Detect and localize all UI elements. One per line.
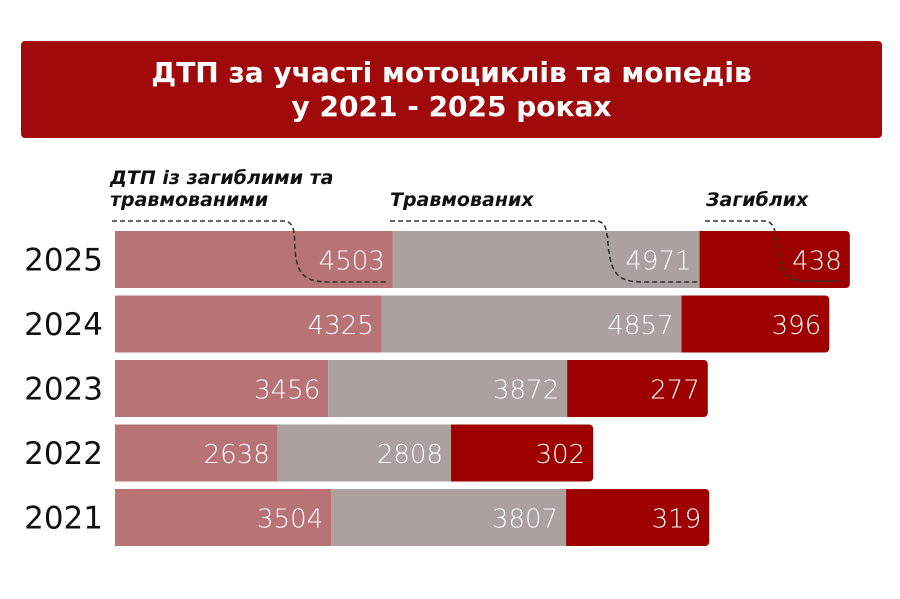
data-label: 302	[535, 440, 585, 470]
legend-connector-injured	[390, 220, 700, 283]
year-label: 2023	[24, 372, 103, 408]
bar-segment-injured	[331, 489, 567, 546]
bar-segment-killed	[566, 489, 710, 546]
bar-segment-killed	[451, 424, 594, 482]
data-label: 3504	[257, 505, 323, 535]
legend-connector-killed	[705, 220, 842, 282]
bar-segment-accidents	[115, 295, 382, 353]
data-label: 4503	[319, 247, 385, 277]
data-label: 319	[652, 505, 702, 535]
legend-label-accidents: ДТП із загиблими та травмованими	[110, 167, 334, 211]
chart-title: ДТП за участі мотоциклів та мопедів у 20…	[21, 41, 882, 138]
data-label: 438	[792, 247, 842, 277]
data-label: 4857	[607, 311, 673, 341]
year-label: 2022	[24, 436, 103, 472]
bar-segment-killed	[567, 360, 708, 417]
year-label: 2021	[24, 501, 103, 537]
bar-segment-accidents	[115, 360, 329, 417]
bar-segment-killed	[681, 295, 830, 353]
data-label: 3872	[493, 376, 559, 406]
title-line-2: у 2021 - 2025 роках	[291, 89, 612, 123]
bar-segment-killed	[699, 231, 850, 288]
data-label: 396	[772, 311, 822, 341]
data-label: 3807	[492, 505, 558, 535]
legend-label-killed: Загиблих	[706, 189, 809, 211]
bar-segment-injured	[381, 295, 682, 353]
year-label: 2024	[24, 307, 103, 343]
legend-connector-accidents	[112, 220, 388, 283]
data-label: 2638	[204, 440, 270, 470]
data-label: 4325	[308, 311, 374, 341]
bar-segment-injured	[392, 231, 700, 288]
bar-segment-accidents	[115, 231, 393, 288]
bar-segment-injured	[328, 360, 568, 417]
data-label: 3456	[254, 376, 320, 406]
year-label: 2025	[24, 243, 103, 279]
bar-segment-injured	[277, 424, 452, 482]
data-label: 277	[650, 376, 700, 406]
data-label: 4971	[625, 247, 691, 277]
bar-segment-accidents	[115, 424, 278, 482]
title-line-1: ДТП за участі мотоциклів та мопедів	[151, 55, 752, 89]
data-label: 2808	[377, 440, 443, 470]
legend-label-injured: Травмованих	[390, 189, 534, 211]
bar-segment-accidents	[115, 489, 332, 546]
